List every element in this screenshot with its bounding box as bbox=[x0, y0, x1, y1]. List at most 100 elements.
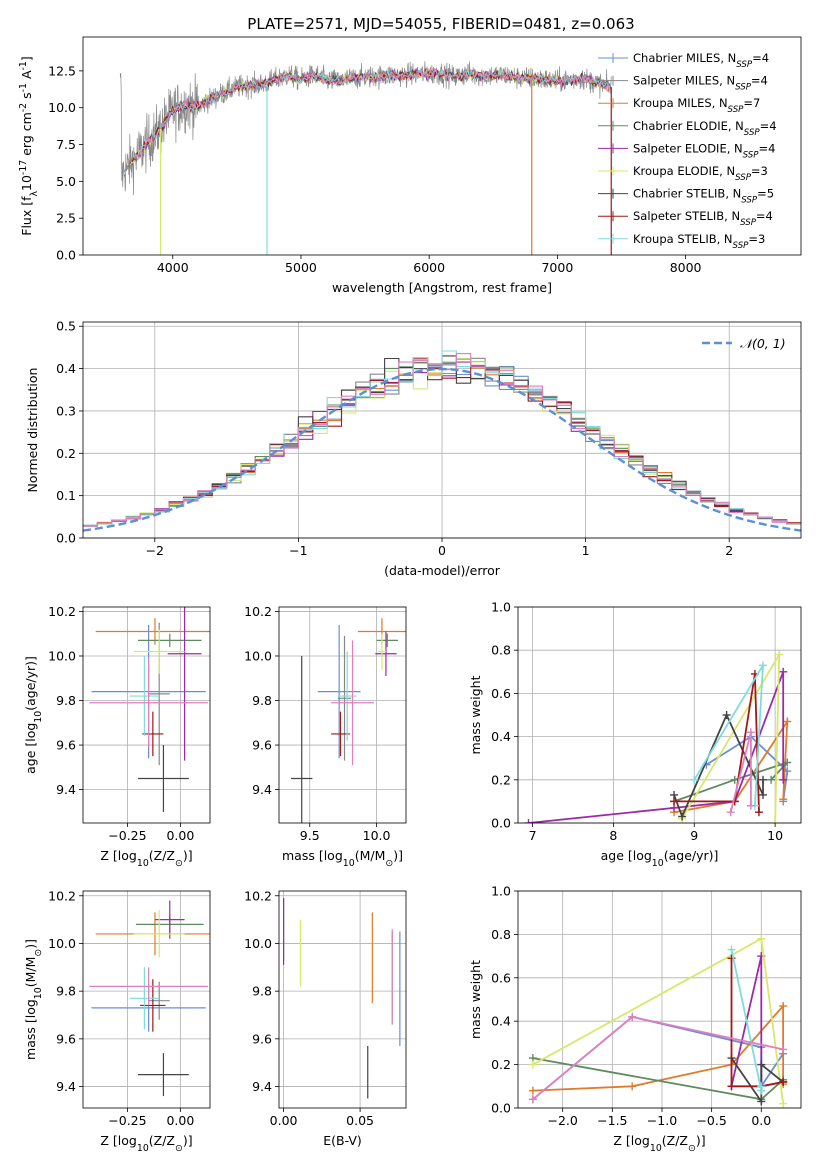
xtick-label-0: −0.25 bbox=[108, 828, 146, 843]
errorbar-point-4 bbox=[154, 900, 185, 939]
ytick-label-0: 0.0 bbox=[56, 531, 76, 546]
weight-marker-8-1 bbox=[628, 1012, 637, 1021]
xtick-label-1: −1 bbox=[289, 543, 307, 558]
frame-weight_vs_z bbox=[517, 890, 802, 1109]
xtick-label-2: −1.0 bbox=[647, 1113, 677, 1128]
ytick-label-5: 0.5 bbox=[56, 319, 76, 334]
panel-residuals: −2 −1 0 1 2 0.0 0.1 0.2 0.3 0.4 0.5 (data-model)/er… bbox=[25, 319, 802, 578]
xtick-label-0: 9.5 bbox=[300, 828, 320, 843]
ylabel-weight_vs_z: mass weight bbox=[468, 960, 483, 1039]
ylabel-weight_vs_age: mass weight bbox=[468, 675, 483, 754]
errorbar-point-4 bbox=[167, 607, 202, 761]
weight-marker-8-2 bbox=[779, 1045, 788, 1054]
ytick-label-1: 2.5 bbox=[56, 211, 76, 226]
ytick-label-2: 9.8 bbox=[56, 693, 76, 708]
errorbar-point-6 bbox=[291, 655, 313, 823]
panel-age_vs_z: −0.25 0.00 9.4 9.6 9.8 10.0 10.2 Z [log10(Z/Z⊙)… bbox=[23, 604, 211, 869]
xtick-label-1: 5000 bbox=[285, 260, 317, 275]
histogram-9 bbox=[83, 353, 801, 526]
plot-area-weight_vs_age bbox=[524, 650, 792, 823]
ytick-label-4: 0.8 bbox=[491, 927, 511, 942]
xtick-label-3: 7000 bbox=[541, 260, 573, 275]
xtick-label-4: 2 bbox=[725, 543, 733, 558]
weight-marker-1-3 bbox=[779, 795, 788, 804]
errorbar-point-5 bbox=[133, 629, 185, 674]
weight-marker-6-3 bbox=[779, 1077, 788, 1086]
errorbar-point-9 bbox=[89, 658, 208, 748]
errorbar-point-3 bbox=[376, 633, 398, 648]
errorbar-point-1 bbox=[148, 981, 170, 1020]
frame-age_vs_z bbox=[82, 606, 211, 824]
ytick-label-0: 9.4 bbox=[252, 1079, 272, 1094]
frame-mass_vs_ebv bbox=[278, 890, 407, 1109]
xtick-label-4: 8000 bbox=[670, 260, 702, 275]
ytick-label-2: 0.2 bbox=[56, 446, 76, 461]
gaussian-curve bbox=[83, 367, 801, 532]
model-spectrum-6 bbox=[131, 69, 612, 162]
weight-marker-4-1 bbox=[757, 934, 766, 943]
legend-label-2: Kroupa MILES, NSSP=7 bbox=[633, 96, 760, 115]
ytick-label-3: 10.0 bbox=[48, 936, 76, 951]
xtick-label-4: 0.0 bbox=[751, 1113, 771, 1128]
ytick-label-2: 9.8 bbox=[252, 984, 272, 999]
ytick-label-3: 7.5 bbox=[56, 137, 76, 152]
ylabel-mass_vs_z: mass [log10(M/M⊙)] bbox=[23, 939, 44, 1060]
plot-area-age_vs_z bbox=[89, 607, 210, 812]
ytick-label-0: 0.0 bbox=[56, 248, 76, 263]
weight-marker-1-3 bbox=[779, 1002, 788, 1011]
weight-series-4 bbox=[681, 651, 781, 823]
xlabel-age_vs_mass: mass [log10(M/M⊙)] bbox=[282, 848, 403, 869]
plot-area-spectrum bbox=[119, 61, 612, 255]
errorbar-point-8 bbox=[337, 651, 357, 741]
errorbar-point-0 bbox=[317, 624, 361, 759]
weight-marker-3-4 bbox=[779, 775, 788, 784]
weight-marker-7-0 bbox=[690, 775, 699, 784]
errorbar-point-7 bbox=[142, 711, 164, 757]
legend-label-0: Chabrier MILES, NSSP=4 bbox=[633, 51, 769, 70]
weight-marker-6-0 bbox=[670, 797, 679, 806]
ytick-label-3: 0.6 bbox=[491, 970, 511, 985]
weight-series-6 bbox=[730, 958, 784, 1088]
weight-marker-7-1 bbox=[758, 661, 767, 670]
xtick-label-1: 0.00 bbox=[166, 828, 194, 843]
plot-area-mass_vs_ebv bbox=[282, 898, 401, 1099]
xlabel-mass_vs_ebv: E(B-V) bbox=[323, 1133, 362, 1148]
ylabel-age_vs_z: age [log10(age/yr)] bbox=[23, 656, 44, 774]
frame-mass_vs_z bbox=[82, 890, 211, 1109]
ytick-label-1: 9.6 bbox=[252, 738, 272, 753]
panel-spectrum: 4000 5000 6000 7000 8000 0.0 2.5 5.0 7.5 10.0 12.5… bbox=[18, 36, 802, 295]
xlabel-residuals: (data-model)/error bbox=[384, 563, 501, 578]
xlabel-weight_vs_z: Z [log10(Z/Z⊙)] bbox=[613, 1133, 705, 1154]
ytick-label-3: 0.6 bbox=[491, 686, 511, 701]
xtick-label-1: 8 bbox=[609, 828, 617, 843]
ytick-label-5: 1.0 bbox=[491, 600, 511, 615]
xtick-label-3: −0.5 bbox=[696, 1113, 726, 1128]
model-spectrum-2 bbox=[126, 65, 611, 170]
xtick-label-2: 0 bbox=[438, 543, 446, 558]
ytick-label-1: 9.6 bbox=[56, 738, 76, 753]
ytick-label-3: 10.0 bbox=[244, 648, 272, 663]
ytick-label-5: 1.0 bbox=[491, 884, 511, 899]
plot-area-age_vs_mass bbox=[291, 618, 406, 823]
ytick-label-5: 12.5 bbox=[48, 63, 76, 78]
weight-marker-8-0 bbox=[726, 808, 735, 817]
xtick-label-0: 7 bbox=[529, 828, 537, 843]
weight-marker-8-1 bbox=[746, 728, 755, 737]
xtick-label-0: −2.0 bbox=[548, 1113, 578, 1128]
ytick-label-4: 0.8 bbox=[491, 643, 511, 658]
xtick-label-0: −2 bbox=[146, 543, 164, 558]
weight-marker-8-0 bbox=[528, 1095, 537, 1104]
xtick-label-1: −1.5 bbox=[597, 1113, 627, 1128]
weight-marker-5-1 bbox=[678, 812, 687, 821]
errorbar-point-6 bbox=[138, 1053, 189, 1097]
weight-series-2 bbox=[673, 761, 788, 803]
legend-label-1: Salpeter MILES, NSSP=4 bbox=[633, 74, 768, 93]
panel-age_vs_mass: 9.5 10.0 9.4 9.6 9.8 10.0 10.2 mass [log10(M/M⊙… bbox=[244, 604, 407, 869]
xtick-label-2: 9 bbox=[690, 828, 698, 843]
weight-marker-5-2 bbox=[757, 1060, 766, 1069]
model-spectrum-7 bbox=[132, 69, 612, 161]
xtick-label-3: 10 bbox=[767, 828, 783, 843]
histogram-8 bbox=[83, 350, 801, 526]
weight-marker-1-2 bbox=[783, 717, 792, 726]
